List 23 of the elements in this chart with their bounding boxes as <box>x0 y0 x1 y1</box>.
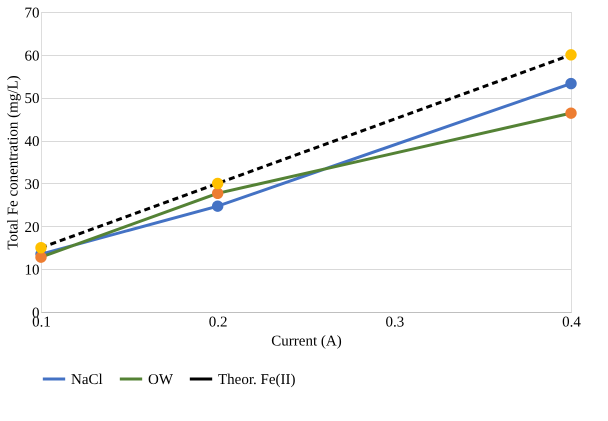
y-tick-label: 20 <box>24 220 40 236</box>
y-tick-label: 10 <box>24 262 40 279</box>
y-tick-label: 60 <box>24 48 40 64</box>
legend-label: OW <box>148 372 174 388</box>
x-tick-label: 0.4 <box>562 314 582 330</box>
point <box>212 178 224 190</box>
point <box>565 107 577 119</box>
x-tick-label: 0.3 <box>385 314 404 330</box>
y-axis-title: Total Fe conentration (mg/L) <box>6 75 22 250</box>
point <box>565 78 577 90</box>
y-tick-label: 30 <box>24 176 40 193</box>
point <box>35 242 47 254</box>
point <box>212 200 224 212</box>
legend-label: NaCl <box>71 372 103 388</box>
point <box>35 251 47 263</box>
x-tick-label: 0.2 <box>208 314 228 330</box>
point <box>565 49 577 61</box>
y-tick-label: 50 <box>24 91 40 108</box>
point <box>212 188 224 199</box>
legend-label: Theor. Fe(II) <box>218 372 296 388</box>
x-axis-title: Current (A) <box>271 334 342 350</box>
y-tick-label: 70 <box>24 6 40 22</box>
y-tick-label: 40 <box>24 134 40 150</box>
